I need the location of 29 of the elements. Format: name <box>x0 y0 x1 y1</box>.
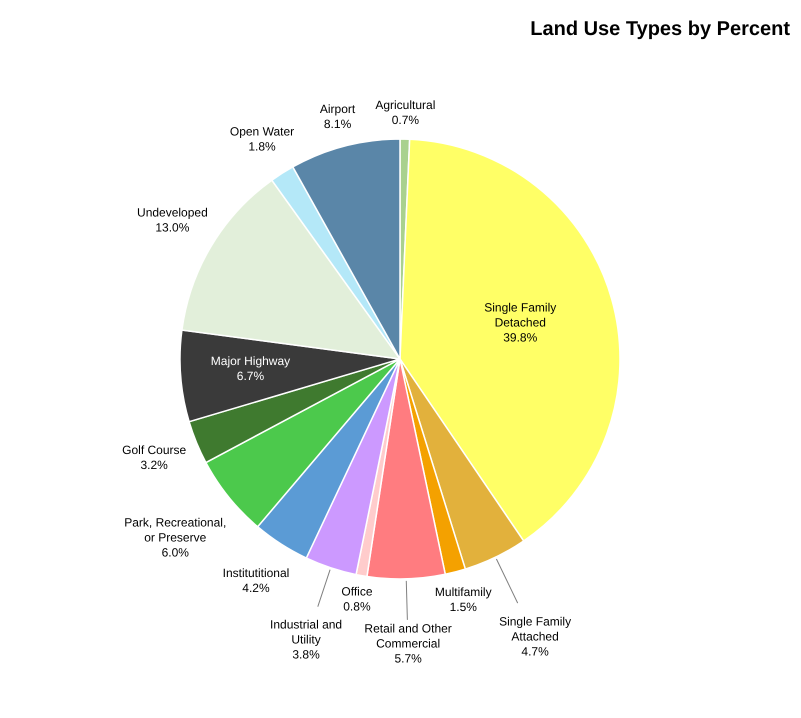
slice-label: Retail and Other Commercial <box>364 621 452 650</box>
data-label: 6.0% <box>162 546 190 560</box>
data-label: 4.2% <box>242 580 270 595</box>
slice-label: Industrial and Utility <box>270 618 342 647</box>
slice-label: Open Water <box>230 124 294 139</box>
text: Land Use Types by Percent <box>530 18 790 40</box>
slice-label: Park, Recreational, or Preserve <box>124 516 226 545</box>
data-label: 6.7% <box>236 368 264 383</box>
data-label: 1.5% <box>450 600 478 614</box>
slice-label: Multifamily <box>434 585 492 600</box>
slice-label: Single Family Detached <box>484 300 556 330</box>
slice-label: Golf Course <box>122 442 186 457</box>
data-label: 39.8% <box>503 330 538 344</box>
data-label: 4.7% <box>521 644 550 659</box>
data-label: 3.2% <box>140 458 168 472</box>
data-label: 0.8% <box>343 599 371 614</box>
data-label: 8.1% <box>324 116 352 131</box>
slice-label: Agricultural <box>375 98 436 112</box>
slice-label: Undeveloped <box>137 205 208 220</box>
data-label: 13.0% <box>155 220 190 234</box>
slice-label: Single Family Attached <box>499 614 572 644</box>
slice-label: Institutitional <box>222 566 290 580</box>
data-label: 0.7% <box>392 113 420 128</box>
data-label: 1.8% <box>248 140 276 154</box>
slice-label: Major Highway <box>210 354 290 368</box>
data-label: 5.7% <box>394 651 422 666</box>
data-label: 3.8% <box>292 648 320 662</box>
slice-label: Airport <box>320 102 356 116</box>
slice-label: Office <box>341 584 373 598</box>
